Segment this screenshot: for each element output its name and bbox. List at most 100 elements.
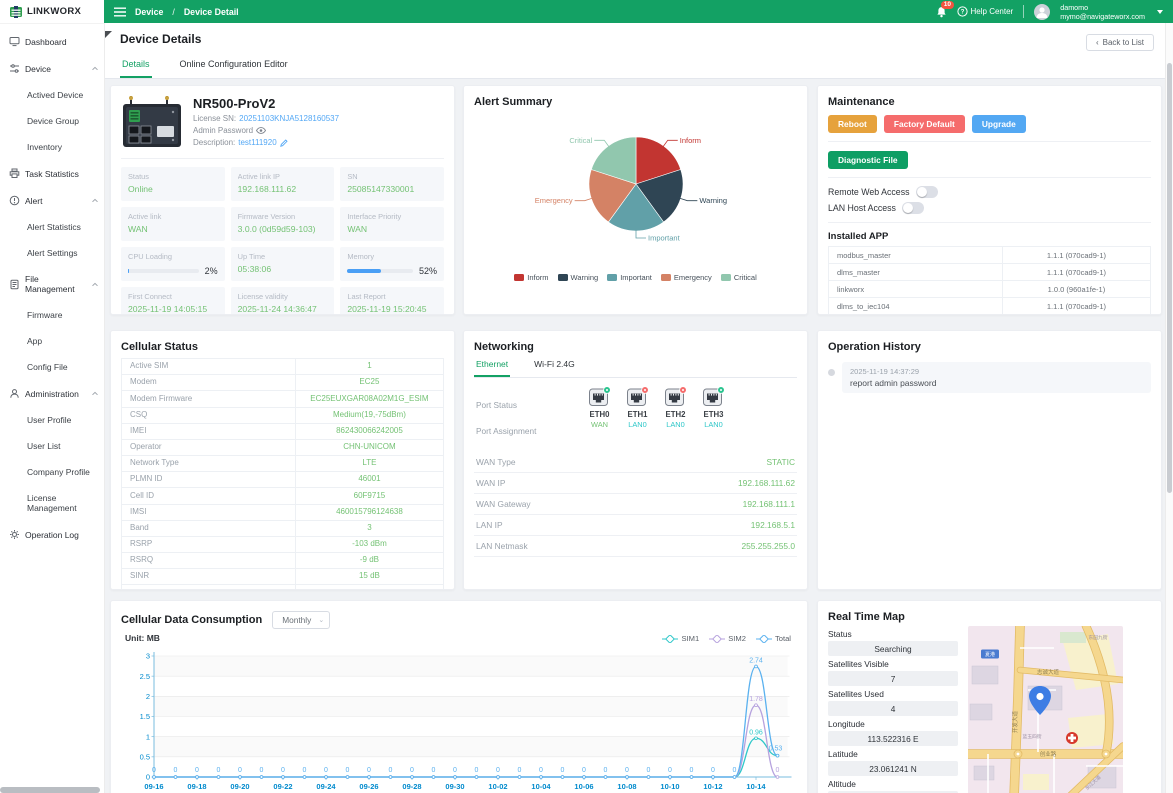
info-tile-label: Firmware Version (238, 212, 328, 221)
gps-field-label: Satellites Visible (828, 659, 958, 669)
select-caret-icon: ⌄ (318, 616, 324, 624)
line-legend-item-sim2[interactable]: SIM2 (709, 634, 746, 643)
cellular-value: 460015796124638 (295, 504, 443, 520)
pie-legend-item-inform[interactable]: Inform (514, 273, 548, 282)
user-caret-down-icon[interactable] (1157, 10, 1163, 14)
pie-legend-item-critical[interactable]: Critical (721, 273, 757, 282)
consumption-title: Cellular Data Consumption (121, 614, 262, 626)
sidebar-item-operation-log[interactable]: Operation Log (0, 521, 104, 548)
tab-ethernet[interactable]: Ethernet (474, 359, 510, 377)
diagnostic-file-button[interactable]: Diagnostic File (828, 151, 908, 169)
notifications-button[interactable]: 10 (936, 6, 947, 18)
svg-text:0: 0 (690, 767, 694, 774)
remote-web-access-toggle[interactable] (916, 186, 938, 198)
networking-value: STATIC (766, 457, 795, 467)
map-canvas[interactable]: 志诚大道创业路开发大道东园九街蓝玉四街夏港东江大道 (968, 626, 1123, 793)
line-legend-item-sim1[interactable]: SIM1 (662, 634, 699, 643)
sidebar-item-administration[interactable]: Administration (0, 380, 104, 407)
sidebar-item-task-statistics[interactable]: Task Statistics (0, 160, 104, 187)
brand-logo[interactable]: LINKWORX (0, 0, 104, 24)
sidebar-subitem-user-profile[interactable]: User Profile (0, 407, 104, 433)
vertical-scrollbar-track[interactable] (1165, 23, 1173, 793)
svg-text:0: 0 (604, 767, 608, 774)
sidebar-subitem-license-management[interactable]: License Management (0, 485, 104, 521)
sidebar-item-label: Alert (25, 196, 42, 206)
tab-details[interactable]: Details (120, 59, 152, 78)
pie-legend-item-warning[interactable]: Warning (558, 273, 599, 282)
port-name: ETH0 (590, 410, 610, 419)
gps-field-latitude: Latitude23.061241 N (828, 749, 958, 776)
sidebar-subitem-firmware[interactable]: Firmware (0, 302, 104, 328)
sidebar-subitem-device-group[interactable]: Device Group (0, 108, 104, 134)
brand-name: LINKWORX (27, 6, 81, 17)
admin-icon (9, 388, 20, 399)
tab-wifi-24g[interactable]: Wi-Fi 2.4G (532, 359, 577, 377)
sidebar-item-file-management[interactable]: File Management (0, 266, 104, 302)
app-name: dlms_master (829, 264, 1003, 281)
cellular-row-modem: ModemEC25 (122, 375, 444, 391)
vertical-scrollbar-thumb[interactable] (1167, 63, 1172, 493)
sidebar-item-dashboard[interactable]: Dashboard (0, 28, 104, 55)
installed-app-row: dlms_to_iec1041.1.1 (070cad9-1) (829, 298, 1151, 315)
legend-label: Emergency (674, 273, 712, 282)
networking-value: 192.168.111.62 (738, 478, 795, 488)
sidebar-subitem-company-profile[interactable]: Company Profile (0, 459, 104, 485)
pie-legend-item-emergency[interactable]: Emergency (661, 273, 712, 282)
license-sn-value[interactable]: 20251103KNJA5128160537 (239, 114, 339, 123)
ethernet-port-icon-up (702, 386, 725, 408)
gps-field-label: Longitude (828, 719, 958, 729)
period-selected-value: Monthly (282, 615, 311, 625)
cellular-row-sinr: SINR15 dB (122, 569, 444, 585)
breadcrumb-device[interactable]: Device (135, 7, 163, 17)
line-legend-item-total[interactable]: Total (756, 634, 791, 643)
chevron-up-icon (91, 282, 99, 287)
menu-icon[interactable] (114, 7, 126, 17)
cellular-row-rsrp: RSRP-103 dBm (122, 536, 444, 552)
sidebar-subitem-alert-settings[interactable]: Alert Settings (0, 240, 104, 266)
svg-text:1.5: 1.5 (140, 712, 150, 721)
gps-field-value: 23.061241 N (828, 761, 958, 776)
upgrade-button[interactable]: Upgrade (972, 115, 1026, 133)
sidebar-collapse-handle[interactable] (105, 31, 112, 38)
lan-host-access-toggle[interactable] (902, 202, 924, 214)
avatar[interactable] (1034, 4, 1050, 20)
edit-pencil-icon[interactable] (280, 139, 288, 147)
sidebar-item-device[interactable]: Device (0, 55, 104, 82)
map-street-label: 蓝玉四街 (1022, 733, 1041, 740)
app-name: modbus_master (829, 247, 1003, 264)
pie-legend-item-important[interactable]: Important (607, 273, 652, 282)
sidebar-subitem-actived-device[interactable]: Actived Device (0, 82, 104, 108)
sidebar-subitem-user-list[interactable]: User List (0, 433, 104, 459)
cellular-value: 15 dB (295, 569, 443, 585)
sidebar-item-alert[interactable]: Alert (0, 187, 104, 214)
svg-text:10-10: 10-10 (660, 782, 679, 791)
factory-default-button[interactable]: Factory Default (884, 115, 965, 133)
eye-icon[interactable] (256, 127, 266, 134)
tab-online-configuration-editor[interactable]: Online Configuration Editor (178, 59, 290, 78)
maintenance-title: Maintenance (828, 96, 1151, 108)
svg-text:10-06: 10-06 (574, 782, 593, 791)
sidebar-subitem-inventory[interactable]: Inventory (0, 134, 104, 160)
reboot-button[interactable]: Reboot (828, 115, 877, 133)
sidebar-subitem-alert-statistics[interactable]: Alert Statistics (0, 214, 104, 240)
legend-swatch-icon (607, 274, 617, 281)
alert-summary-pie-chart: InformWarningImportantEmergencyCritical (474, 108, 799, 266)
back-to-list-button[interactable]: ‹ Back to List (1086, 34, 1154, 51)
horizontal-scrollbar-thumb[interactable] (0, 787, 100, 793)
svg-text:2: 2 (146, 692, 150, 701)
help-center-link[interactable]: ? Help Center (957, 6, 1014, 17)
maintenance-card: Maintenance Reboot Factory Default Upgrade… (817, 85, 1162, 315)
sidebar-subitem-config-file[interactable]: Config File (0, 354, 104, 380)
sidebar-subitem-app[interactable]: App (0, 328, 104, 354)
info-tile-memory: Memory52% (340, 247, 444, 281)
alert-summary-title: Alert Summary (474, 96, 797, 108)
info-tile-active-link: Active linkWAN (121, 207, 225, 241)
user-meta[interactable]: damomo mymo@navigateworx.com (1060, 3, 1145, 21)
cellular-row-plmn-id: PLMN ID46001 (122, 472, 444, 488)
sidebar-item-label: Administration (25, 389, 79, 399)
period-select[interactable]: Monthly ⌄ (272, 611, 330, 629)
app-version: 1.0.0 (960a1fe-1) (1002, 281, 1150, 298)
legend-label: SIM1 (681, 634, 699, 643)
networking-row-wan-ip: WAN IP192.168.111.62 (474, 473, 797, 494)
map-street-label: 创业路 (1040, 750, 1057, 758)
